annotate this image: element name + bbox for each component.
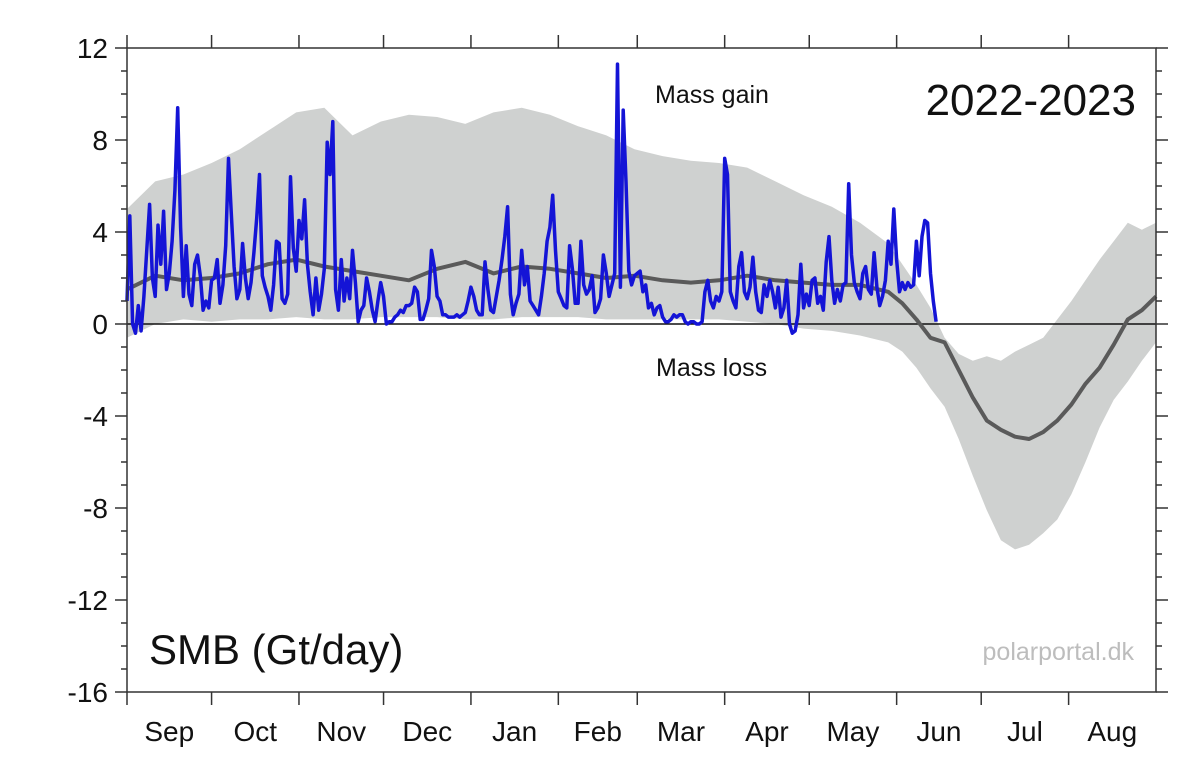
y-tick-label: 4: [92, 217, 108, 248]
y-tick-label: 12: [77, 33, 108, 64]
source-credit: polarportal.dk: [983, 638, 1135, 666]
y-tick-label: -8: [83, 493, 108, 524]
current-season-line: [125, 62, 938, 335]
y-tick-label: -16: [68, 677, 108, 708]
x-month-label: Nov: [316, 716, 366, 747]
x-month-label: Mar: [657, 716, 705, 747]
x-month-label: Jan: [492, 716, 537, 747]
y-axis-title: SMB (Gt/day): [149, 626, 403, 673]
y-tick-label: -12: [68, 585, 108, 616]
x-month-label: Sep: [144, 716, 194, 747]
x-month-label: Jul: [1007, 716, 1043, 747]
x-month-label: Oct: [233, 716, 277, 747]
y-tick-label: 0: [92, 309, 108, 340]
mass-loss-label: Mass loss: [656, 354, 767, 382]
historical-range-band: [127, 107, 1156, 550]
y-tick-label: -4: [83, 401, 108, 432]
season-label: 2022-2023: [926, 76, 1136, 125]
x-month-label: Feb: [574, 716, 622, 747]
x-month-label: Apr: [745, 716, 789, 747]
x-month-label: May: [826, 716, 879, 747]
y-tick-label: 8: [92, 125, 108, 156]
mass-gain-label: Mass gain: [655, 81, 769, 109]
x-month-label: Jun: [916, 716, 961, 747]
x-month-label: Aug: [1087, 716, 1137, 747]
x-month-label: Dec: [402, 716, 452, 747]
